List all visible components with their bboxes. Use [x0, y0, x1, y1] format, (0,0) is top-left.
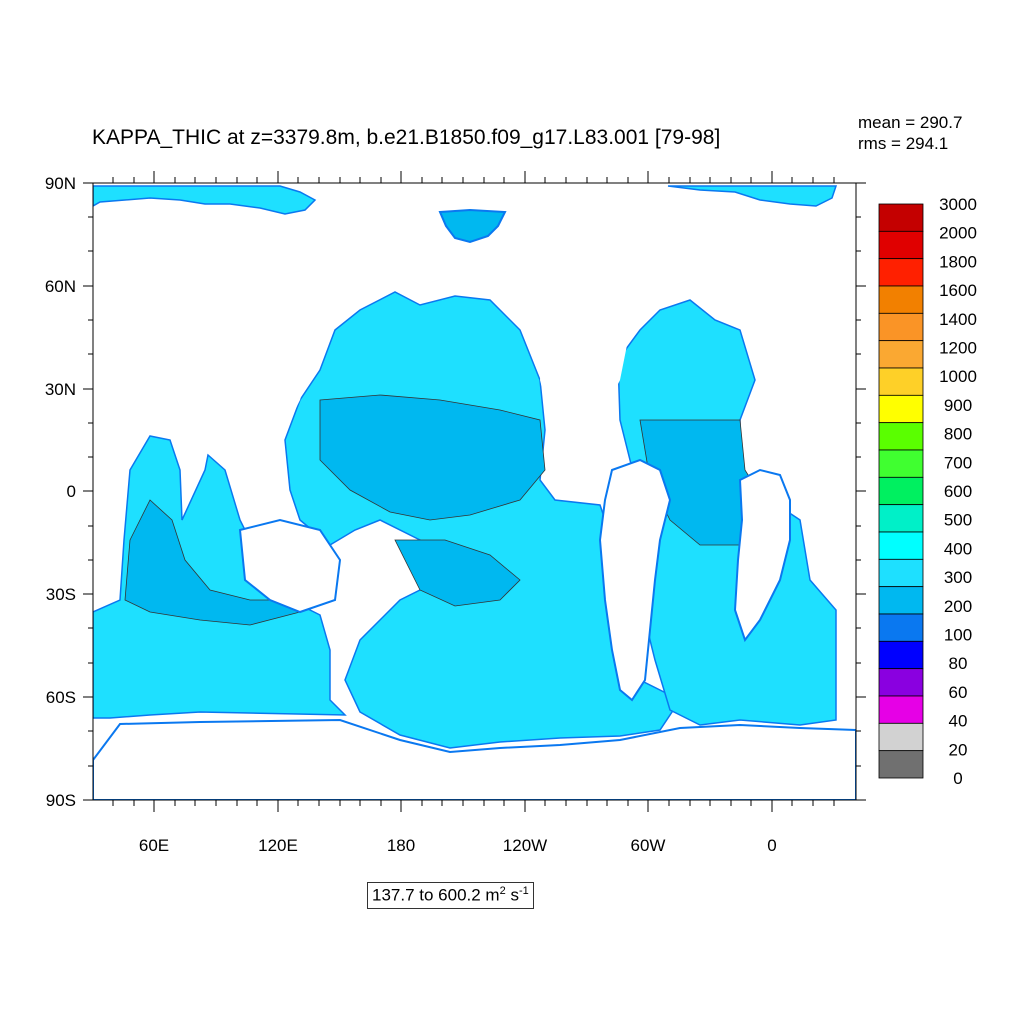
- colorbar-label: 500: [944, 511, 972, 530]
- units-range-box: 137.7 to 600.2 m2 s-1: [367, 882, 534, 909]
- colorbar-swatch: [878, 422, 924, 451]
- colorbar-label: 2000: [939, 224, 977, 243]
- colorbar-swatch: [878, 668, 924, 697]
- colorbar-label: 80: [949, 654, 968, 673]
- land-antarctica: [93, 718, 856, 800]
- x-tick-label-60e: 60E: [139, 836, 169, 855]
- units-range-text: 137.7 to 600.2 m: [372, 885, 500, 905]
- colorbar-label: 0: [953, 769, 962, 788]
- colorbar-swatch: [878, 640, 924, 670]
- colorbar-swatch: [878, 531, 924, 560]
- colorbar-swatch: [878, 504, 924, 533]
- colorbar-swatch: [878, 285, 924, 314]
- x-tick-label-180: 180: [387, 836, 415, 855]
- colorbar-swatch: [878, 312, 924, 342]
- land-north-america-gap: [540, 320, 630, 440]
- colorbar-label: 3000: [939, 195, 977, 214]
- y-tick-label-60n: 60N: [45, 277, 76, 296]
- x-tick-label-0: 0: [767, 836, 776, 855]
- ocean-pacific-mid: [319, 394, 546, 521]
- colorbar-label: 800: [944, 425, 972, 444]
- plot-title: KAPPA_THIC at z=3379.8m, b.e21.B1850.f09…: [92, 126, 721, 149]
- colorbar-label: 300: [944, 568, 972, 587]
- colorbar-swatch: [878, 722, 924, 752]
- y-tick-labels: 90N 60N 30N 0 30S 60S 90S: [45, 174, 76, 810]
- colorbar-label: 40: [949, 712, 968, 731]
- colorbar-label: 600: [944, 482, 972, 501]
- colorbar-label: 1000: [939, 367, 977, 386]
- colorbar-label: 400: [944, 539, 972, 558]
- colorbar-label: 200: [944, 597, 972, 616]
- units-sup-1: 2: [499, 885, 506, 897]
- ocean-pacific-south: [394, 539, 521, 607]
- colorbar-swatch: [878, 258, 924, 287]
- x-tick-label-60w: 60W: [631, 836, 666, 855]
- colorbar-swatch: [878, 558, 924, 588]
- colorbar-label: 1800: [939, 252, 977, 271]
- x-tick-labels: 60E 120E 180 120W 60W 0: [139, 836, 777, 855]
- x-ticks: [153, 171, 773, 812]
- colorbar-label: 900: [944, 396, 972, 415]
- colorbar-swatch: [878, 340, 924, 369]
- units-sup-2: -1: [518, 885, 529, 897]
- y-tick-label-90n: 90N: [45, 174, 76, 193]
- colorbar-swatch: [878, 203, 924, 232]
- arctic-ocean-east: [667, 185, 838, 207]
- colorbar-swatch: [878, 449, 924, 478]
- colorbar: 3000200018001600140012001000900800700600…: [878, 195, 977, 788]
- x-tick-label-120w: 120W: [503, 836, 547, 855]
- colorbar-swatch: [878, 750, 924, 779]
- units-mid: s: [505, 885, 519, 905]
- colorbar-label: 700: [944, 453, 972, 472]
- colorbar-label: 20: [949, 740, 968, 759]
- colorbar-swatch: [878, 613, 924, 642]
- colorbar-swatch: [878, 586, 924, 615]
- y-ticks-minor: [88, 216, 861, 767]
- land-south-america: [598, 458, 672, 702]
- y-tick-label-30s: 30S: [46, 585, 76, 604]
- y-ticks: [83, 182, 866, 801]
- y-tick-label-0: 0: [67, 482, 76, 501]
- arctic-ocean-west: [93, 185, 317, 215]
- colorbar-label: 1600: [939, 281, 977, 300]
- colorbar-swatch: [878, 695, 924, 724]
- colorbar-label: 60: [949, 683, 968, 702]
- colorbar-label: 1400: [939, 310, 977, 329]
- map-plot-area: [93, 183, 856, 800]
- colorbar-swatch: [878, 394, 924, 424]
- y-tick-label-60s: 60S: [46, 688, 76, 707]
- y-tick-label-90s: 90S: [46, 791, 76, 810]
- stats-block: mean = 290.7 rms = 294.1: [858, 112, 962, 154]
- land-africa: [733, 468, 791, 643]
- mean-label: mean = 290.7: [858, 113, 963, 132]
- colorbar-label: 100: [944, 626, 972, 645]
- colorbar-swatch: [878, 476, 924, 506]
- colorbar-swatch: [878, 230, 924, 260]
- colorbar-swatch: [878, 367, 924, 396]
- land-asia-gap: [205, 300, 320, 460]
- rms-label: rms = 294.1: [858, 134, 949, 153]
- x-ticks-minor: [112, 177, 835, 806]
- y-tick-label-30n: 30N: [45, 380, 76, 399]
- colorbar-label: 1200: [939, 339, 977, 358]
- x-tick-label-120e: 120E: [258, 836, 298, 855]
- arctic-sea-north-pacific: [438, 208, 507, 244]
- land-australia: [238, 518, 342, 614]
